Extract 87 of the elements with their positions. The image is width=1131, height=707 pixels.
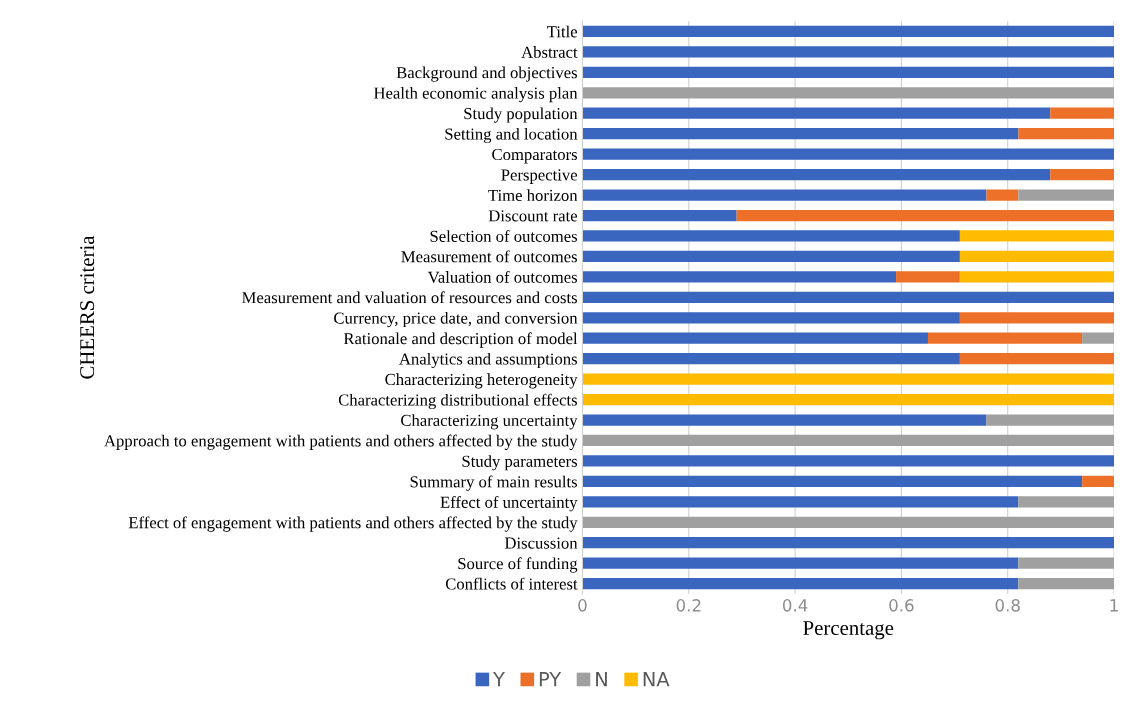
bar xyxy=(582,291,1115,303)
bar xyxy=(582,128,1019,140)
y-tick-label: Analytics and assumptions xyxy=(399,352,577,369)
y-tick-label: Time horizon xyxy=(488,189,578,201)
bar xyxy=(1082,332,1115,344)
bar xyxy=(582,537,1115,549)
bar xyxy=(582,516,1115,528)
bar xyxy=(582,496,1019,508)
bar xyxy=(1050,168,1115,181)
y-tick-label: Abstract xyxy=(521,46,578,58)
y-tick-label: Measurement of outcomes xyxy=(401,250,577,263)
legend-label: PY xyxy=(539,672,562,687)
bar xyxy=(1018,189,1115,201)
bar xyxy=(582,475,1083,488)
y-tick-label: Effect of engagement with patients and others affected by the study xyxy=(128,516,578,532)
x-tick-label: 0.2 xyxy=(676,599,701,612)
y-tick-label: Currency, price date, and conversion xyxy=(334,311,578,328)
y-tick-label: Effect of uncertainty xyxy=(440,495,578,512)
bar xyxy=(582,414,987,426)
legend-label: N xyxy=(596,672,607,687)
legend-label: NA xyxy=(643,672,670,687)
bar xyxy=(582,148,1115,160)
y-tick-label: Summary of main results xyxy=(410,475,577,491)
bar xyxy=(1018,578,1115,590)
y-tick-label: Selection of outcomes xyxy=(430,230,577,242)
y-tick-label: Characterizing uncertainty xyxy=(401,414,578,430)
bar xyxy=(1050,107,1115,119)
bar xyxy=(582,455,1115,467)
bar xyxy=(582,189,987,201)
bar xyxy=(959,250,1115,263)
y-tick-label: Title xyxy=(547,25,578,38)
y-tick-label: Discount rate xyxy=(488,210,578,222)
bar xyxy=(582,168,1051,181)
bar xyxy=(736,209,1115,222)
y-tick-label: Source of funding xyxy=(458,557,578,573)
y-tick-label: Study parameters xyxy=(462,455,577,471)
x-tick-label: 0.6 xyxy=(889,599,914,612)
bar xyxy=(582,271,897,283)
bar xyxy=(896,271,960,283)
y-tick-label: Background and objectives xyxy=(396,66,577,82)
y-axis-title: CHEERS criteria xyxy=(80,235,95,379)
y-tick-label: Valuation of outcomes xyxy=(427,270,577,283)
bar xyxy=(986,189,1019,201)
y-tick-label: Health economic analysis plan xyxy=(373,87,578,103)
x-tick-label: 0.8 xyxy=(995,599,1020,612)
y-tick-label: Comparators xyxy=(492,148,577,164)
y-tick-label: Setting and location xyxy=(445,127,578,144)
bar xyxy=(582,312,960,324)
bar xyxy=(582,66,1115,78)
y-tick-label: Characterizing heterogeneity xyxy=(385,373,578,389)
bar xyxy=(1082,475,1115,488)
y-tick-label: Study population xyxy=(464,107,578,123)
bar xyxy=(582,353,960,365)
bar xyxy=(582,87,1115,99)
bar xyxy=(1018,496,1115,508)
bar xyxy=(959,271,1115,283)
bar xyxy=(582,46,1115,58)
legend-label: Y xyxy=(493,672,505,687)
bar xyxy=(959,312,1115,324)
bar xyxy=(582,557,1019,569)
y-tick-label: Measurement and valuation of resources and costs xyxy=(242,291,577,304)
bar xyxy=(1018,128,1115,140)
bar xyxy=(582,578,1019,590)
x-axis-title: Percentage xyxy=(803,621,894,640)
bar xyxy=(582,25,1115,38)
x-tick-label: 1 xyxy=(1110,599,1118,612)
bar xyxy=(986,414,1115,426)
y-tick-label: Approach to engagement with patients and others affected by the study xyxy=(104,434,578,450)
y-tick-label: Discussion xyxy=(504,537,578,549)
bar xyxy=(582,209,737,222)
bar xyxy=(927,332,1083,344)
bar xyxy=(582,434,1115,447)
y-tick-label: Perspective xyxy=(501,169,578,184)
bar xyxy=(582,250,960,263)
bar xyxy=(582,373,1115,385)
bar xyxy=(582,332,928,344)
x-tick-label: 0 xyxy=(578,599,587,612)
x-tick-label: 0.4 xyxy=(782,599,808,612)
bar xyxy=(959,230,1115,242)
y-tick-label: Rationale and description of model xyxy=(343,332,578,348)
y-tick-label: Conflicts of interest xyxy=(445,577,578,590)
bar xyxy=(1018,557,1115,569)
bar xyxy=(959,353,1115,365)
y-tick-label: Characterizing distributional effects xyxy=(338,393,577,410)
bar xyxy=(582,230,960,242)
bar xyxy=(582,107,1051,119)
bar xyxy=(582,393,1115,406)
